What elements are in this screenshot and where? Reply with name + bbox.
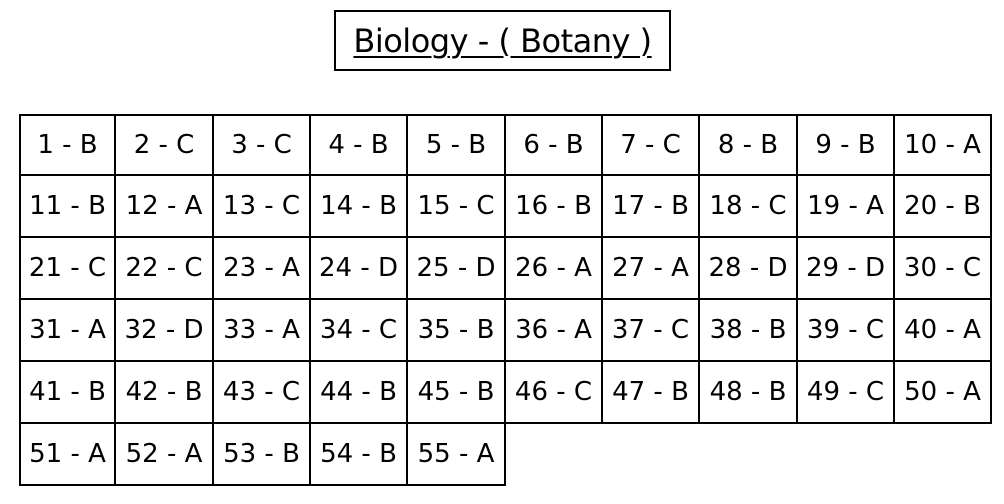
answer-cell: 9 - B: [798, 114, 895, 176]
answer-cell: 13 - C: [214, 176, 311, 238]
answer-cell: 6 - B: [506, 114, 603, 176]
answer-cell: 43 - C: [214, 362, 311, 424]
answer-cell: 54 - B: [311, 424, 408, 486]
answer-cell: 10 - A: [895, 114, 992, 176]
answer-cell: 22 - C: [116, 238, 214, 300]
answer-cell: 40 - A: [895, 300, 992, 362]
answer-cell: 12 - A: [116, 176, 214, 238]
answer-cell: 15 - C: [408, 176, 506, 238]
answer-cell: 1 - B: [19, 114, 116, 176]
answer-cell: 36 - A: [506, 300, 603, 362]
answer-cell: 32 - D: [116, 300, 214, 362]
answer-cell: 55 - A: [408, 424, 506, 486]
answer-cell: 25 - D: [408, 238, 506, 300]
answer-cell: 49 - C: [798, 362, 895, 424]
answer-cell: 51 - A: [19, 424, 116, 486]
answer-cell: 23 - A: [214, 238, 311, 300]
answer-cell: 31 - A: [19, 300, 116, 362]
answer-cell: 52 - A: [116, 424, 214, 486]
answer-cell: 28 - D: [700, 238, 798, 300]
answer-cell: 33 - A: [214, 300, 311, 362]
answer-cell: 35 - B: [408, 300, 506, 362]
answer-cell: 53 - B: [214, 424, 311, 486]
answer-cell: 34 - C: [311, 300, 408, 362]
answer-cell: 21 - C: [19, 238, 116, 300]
answer-cell: 8 - B: [700, 114, 798, 176]
answer-cell: 26 - A: [506, 238, 603, 300]
answer-cell: 24 - D: [311, 238, 408, 300]
answer-cell: 48 - B: [700, 362, 798, 424]
answer-cell: 5 - B: [408, 114, 506, 176]
answer-cell: 44 - B: [311, 362, 408, 424]
answer-cell: 16 - B: [506, 176, 603, 238]
page-title: Biology - ( Botany ): [353, 21, 652, 60]
answer-cell: 2 - C: [116, 114, 214, 176]
answer-cell: 7 - C: [603, 114, 700, 176]
answer-cell: 39 - C: [798, 300, 895, 362]
answer-cell: 17 - B: [603, 176, 700, 238]
answer-cell: 3 - C: [214, 114, 311, 176]
answer-cell: 38 - B: [700, 300, 798, 362]
answer-cell: 29 - D: [798, 238, 895, 300]
answer-cell: 41 - B: [19, 362, 116, 424]
answer-cell: 37 - C: [603, 300, 700, 362]
answer-cell: 42 - B: [116, 362, 214, 424]
answer-cell: 4 - B: [311, 114, 408, 176]
answer-cell: 27 - A: [603, 238, 700, 300]
answer-cell: 30 - C: [895, 238, 992, 300]
answer-cell: 46 - C: [506, 362, 603, 424]
answer-cell: 14 - B: [311, 176, 408, 238]
title-box: Biology - ( Botany ): [334, 10, 671, 71]
answer-cell: 18 - C: [700, 176, 798, 238]
answer-cell: 19 - A: [798, 176, 895, 238]
answer-cell: 47 - B: [603, 362, 700, 424]
answer-cell: 50 - A: [895, 362, 992, 424]
answer-cell: 20 - B: [895, 176, 992, 238]
answer-cell: 45 - B: [408, 362, 506, 424]
answer-cell: 11 - B: [19, 176, 116, 238]
